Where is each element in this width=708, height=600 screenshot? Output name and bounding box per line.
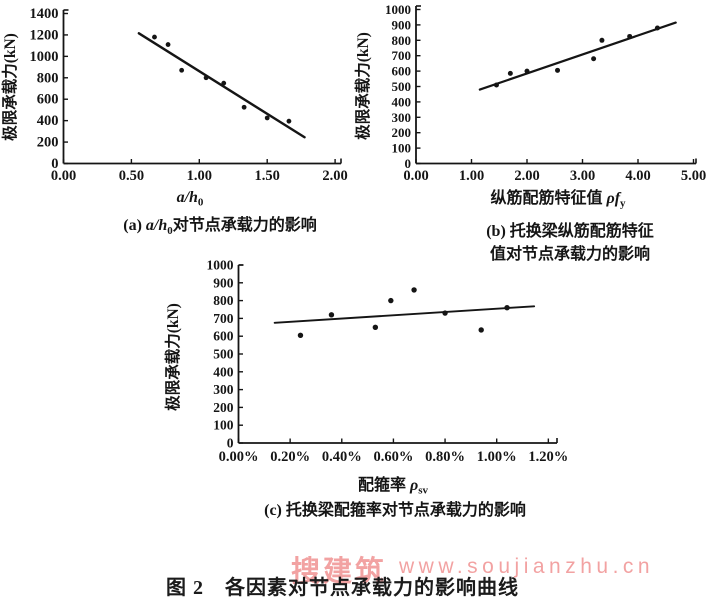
data-point (165, 42, 171, 47)
data-point (179, 67, 185, 73)
data-point (507, 70, 513, 76)
data-point (203, 75, 209, 81)
data-point (493, 82, 499, 88)
figure-caption: 图 2 各因素对节点承载力的影响曲线 (166, 577, 519, 599)
y-tick-label: 500 (392, 79, 412, 94)
data-point (591, 56, 597, 62)
y-tick-label: 900 (213, 275, 234, 290)
data-point (654, 25, 660, 31)
y-axis-label: 极限承载力(kN) (353, 32, 372, 140)
y-tick-label: 1400 (30, 6, 59, 22)
x-tick-label: 0.80% (425, 449, 465, 465)
y-tick-label: 1000 (207, 258, 234, 273)
data-point (241, 104, 247, 110)
x-tick-label: 1.00 (459, 168, 484, 184)
data-point (221, 80, 227, 86)
y-tick-label: 1000 (385, 2, 411, 17)
x-tick-label: 0.00 (403, 168, 428, 184)
y-tick-label: 0 (51, 156, 58, 172)
chart-a-plot: 0 200 400 600 800 1000 1200 1400 0.00 0.50 1.00 1.5… (0, 6, 348, 209)
data-point (478, 327, 484, 333)
y-tick-label: 700 (213, 311, 234, 326)
y-tick-label: 600 (37, 92, 59, 108)
y-axis-label: 极限承载力(kN) (0, 33, 19, 141)
y-tick-label: 400 (213, 364, 234, 379)
data-point (286, 118, 292, 124)
trend-line (273, 305, 536, 324)
y-tick-label: 500 (213, 347, 234, 362)
y-tick-label: 200 (37, 135, 59, 151)
y-axis-label: 极限承载力(kN) (163, 303, 182, 411)
data-point (524, 68, 530, 74)
y-tick-label: 600 (392, 64, 412, 79)
data-point (442, 310, 448, 316)
x-tick-label: 1.20% (528, 449, 568, 465)
y-tick-label: 800 (37, 70, 59, 86)
data-point (388, 297, 394, 304)
y-tick-label: 900 (392, 17, 412, 32)
x-tick-label: 1.50 (255, 168, 280, 184)
y-tick-label: 0 (405, 156, 412, 171)
data-point (297, 332, 304, 339)
data-point (599, 37, 605, 43)
y-tick-label: 700 (392, 48, 412, 63)
x-tick-label: 1.00 (187, 168, 212, 184)
watermark-url-text: www.soujianzhu.cn (399, 555, 655, 578)
x-tick-label: 0.00% (219, 449, 259, 465)
x-tick-label: 3.00 (570, 168, 595, 184)
watermark-brand-text: 搜建筑 (291, 556, 388, 588)
x-tick-label: 0.20% (270, 449, 310, 465)
y-tick-label: 0 (227, 436, 234, 451)
x-tick-label: 0.50 (119, 168, 144, 184)
trend-line (137, 32, 306, 139)
x-axis-label: a/h0 (177, 189, 204, 209)
y-tick-label: 300 (213, 382, 234, 397)
data-point (372, 324, 379, 330)
x-tick-label: 0.60% (373, 449, 413, 465)
data-point (411, 287, 417, 293)
data-point (555, 67, 561, 73)
y-tick-label: 800 (213, 293, 234, 308)
caption-b: (b) 托换梁纵筋配筋特征 值对节点承载力的影响 (486, 223, 654, 264)
x-tick-label: 0.00 (51, 168, 76, 184)
data-point (152, 34, 157, 40)
y-tick-label: 400 (392, 94, 412, 109)
caption-c: (c) 托换梁配箍率对节点承载力的影响 (264, 502, 526, 519)
y-tick-label: 100 (392, 141, 412, 156)
y-tick-label: 400 (37, 113, 59, 129)
data-point (328, 312, 335, 318)
data-point (504, 305, 510, 311)
x-tick-label: 1.00% (477, 449, 517, 465)
x-tick-label: 4.00 (625, 168, 650, 184)
caption-a: (a) a/h0对节点承载力的影响 (123, 217, 317, 238)
y-tick-label: 1200 (30, 27, 59, 43)
x-tick-label: 0.40% (322, 449, 362, 465)
chart-c-plot: 0 100 200 300 400 500 600 700 800 900 1000 0.00% 0.2… (163, 258, 568, 497)
y-tick-label: 200 (213, 400, 234, 415)
x-tick-label: 5.00 (681, 168, 706, 184)
x-axis-label: 配箍率 ρsv (358, 475, 429, 497)
y-tick-label: 800 (392, 33, 412, 48)
x-tick-label: 2.00 (514, 168, 539, 184)
x-axis-label: 纵筋配筋特征值 ρfy (490, 188, 626, 210)
y-tick-label: 100 (213, 418, 234, 433)
data-point (627, 33, 633, 39)
data-point (264, 115, 270, 121)
y-tick-label: 1000 (30, 49, 59, 65)
y-tick-label: 300 (392, 110, 412, 125)
y-tick-label: 200 (392, 125, 412, 140)
y-tick-label: 600 (213, 329, 234, 344)
x-tick-label: 2.00 (322, 168, 347, 184)
trend-line (478, 21, 677, 91)
